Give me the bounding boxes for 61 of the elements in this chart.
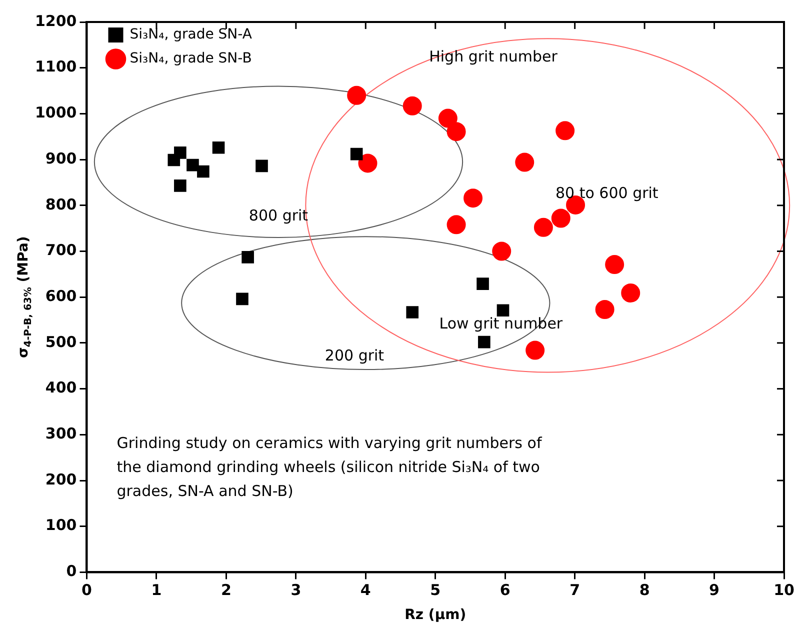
y-tick-label: 100 (45, 516, 77, 534)
x-tick-label: 6 (500, 581, 510, 600)
legend-label: Si₃N₄, grade SN-A (130, 26, 252, 43)
point (478, 336, 490, 348)
point (464, 188, 483, 208)
point (256, 160, 268, 172)
point (350, 148, 363, 160)
y-tick-label: 700 (45, 241, 77, 260)
y-tick-label: 1000 (35, 104, 77, 122)
point (556, 121, 575, 140)
point (526, 340, 545, 360)
point (515, 152, 534, 172)
point (197, 165, 210, 178)
y-tick-label: 1200 (35, 12, 77, 30)
y-tick-label: 800 (45, 195, 77, 214)
point (476, 278, 489, 290)
point (406, 306, 419, 318)
point (446, 215, 466, 234)
x-tick-label: 8 (639, 581, 650, 600)
x-tick-label: 5 (430, 581, 441, 600)
y-tick-label: 900 (45, 149, 77, 168)
point (174, 146, 186, 159)
y-tick-label: 300 (45, 424, 77, 443)
point (551, 208, 570, 228)
point (595, 300, 614, 319)
y-tick-label: 400 (45, 378, 77, 397)
y-tick-label: 1100 (35, 58, 77, 76)
point (605, 255, 624, 274)
x-tick-label: 3 (290, 581, 302, 600)
y-tick-label: 600 (45, 286, 77, 305)
point (534, 218, 553, 237)
point (174, 180, 186, 192)
x-tick-label: 9 (709, 581, 720, 600)
point (496, 304, 510, 317)
y-tick-label: 500 (45, 332, 77, 351)
y-tick-label: 0 (66, 562, 77, 580)
x-tick-label: 2 (220, 581, 232, 600)
legend-label: Si₃N₄, grade SN-B (130, 50, 252, 67)
x-tick-label: 4 (360, 581, 371, 600)
point (242, 251, 254, 264)
annotation: 200 grit (324, 346, 384, 365)
annotation: High grit number (429, 48, 558, 66)
point (212, 141, 225, 154)
point (186, 158, 199, 172)
point (492, 242, 512, 261)
x-tick-label: 1 (151, 581, 162, 600)
x-tick-label: 10 (774, 581, 794, 600)
x-axis-title: Rz (µm) (404, 607, 466, 624)
y-axis-title: σ4-P-B, 63% (MPa) (16, 236, 34, 358)
x-tick-label: 0 (82, 581, 92, 600)
point (446, 122, 466, 142)
point (347, 86, 366, 105)
point (236, 292, 248, 306)
y-tick-label: 200 (45, 470, 77, 488)
annotation: Grinding study on ceramics with varying grit numbers of the diamond grinding wheels (silicon nitride Si₃N₄ of two grades, SN-A and SN-B) (116, 434, 542, 500)
point (438, 108, 458, 128)
point (358, 154, 378, 173)
point (621, 283, 640, 302)
x-tick-label: 7 (570, 581, 580, 600)
point (402, 96, 422, 116)
annotation: 80 to 600 grit (555, 184, 658, 202)
